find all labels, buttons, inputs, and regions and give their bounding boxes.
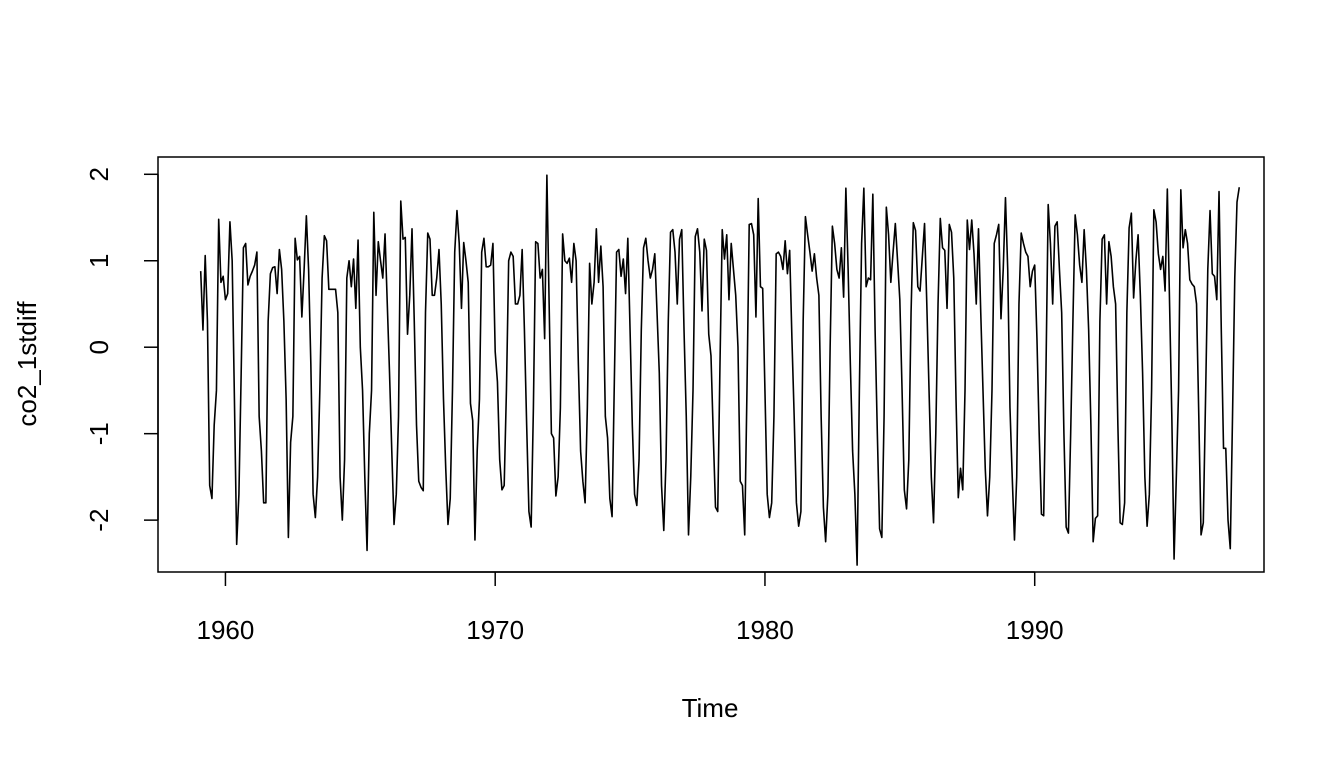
x-tick-label: 1970 [466,615,524,645]
y-axis-label: co2_1stdiff [12,301,42,427]
x-axis-label: Time [682,693,739,723]
x-tick-label: 1980 [736,615,794,645]
series-line [199,174,1241,566]
y-tick-label: -2 [84,509,114,532]
y-axis: -2 -1 0 1 2 [84,167,159,532]
x-axis: 1960 1970 1980 1990 [197,571,1064,645]
x-tick-label: 1960 [197,615,255,645]
x-tick-label: 1990 [1006,615,1064,645]
y-tick-label: 0 [84,340,114,354]
y-tick-label: -1 [84,422,114,445]
y-tick-label: 2 [84,167,114,181]
y-tick-label: 1 [84,254,114,268]
